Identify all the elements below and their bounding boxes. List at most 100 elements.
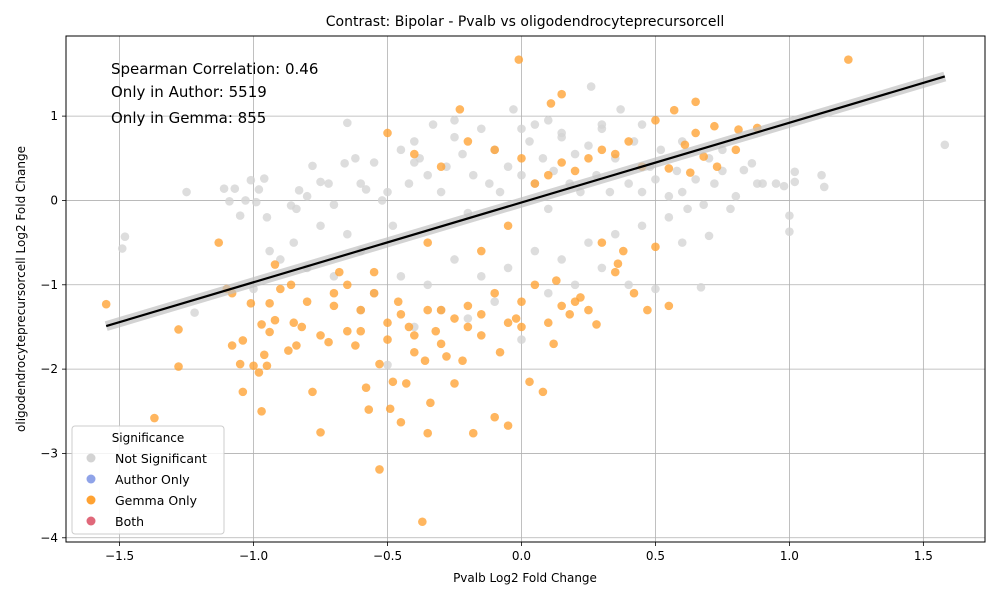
point-gemma-only: [691, 128, 700, 138]
point-not-significant: [308, 161, 317, 171]
x-tick-label: −1.5: [105, 549, 134, 563]
point-gemma-only: [418, 517, 427, 527]
point-not-significant: [490, 297, 499, 306]
point-gemma-only: [592, 320, 601, 329]
point-not-significant: [779, 181, 789, 191]
regression-layer: [104, 71, 947, 331]
point-not-significant: [356, 179, 366, 188]
point-not-significant: [396, 272, 406, 281]
point-gemma-only: [597, 145, 607, 155]
point-gemma-only: [734, 125, 743, 134]
point-not-significant: [361, 185, 371, 194]
point-gemma-only: [420, 356, 430, 365]
point-gemma-only: [410, 149, 419, 159]
point-gemma-only: [388, 377, 398, 387]
point-not-significant: [316, 221, 325, 231]
point-not-significant: [651, 175, 660, 184]
x-tick-label: −0.5: [373, 549, 402, 563]
point-gemma-only: [557, 158, 566, 167]
point-not-significant: [683, 204, 692, 214]
point-gemma-only: [669, 105, 679, 115]
point-not-significant: [525, 137, 534, 146]
point-not-significant: [771, 179, 781, 188]
point-gemma-only: [495, 347, 505, 357]
plot-frame: [65, 35, 986, 543]
y-tick-label: −3: [40, 446, 58, 460]
chart-title: Contrast: Bipolar - Pvalb vs oligodendro…: [326, 14, 725, 30]
point-not-significant: [584, 238, 593, 247]
point-gemma-only: [396, 417, 406, 427]
point-not-significant: [377, 196, 387, 205]
legend-marker-both: [86, 516, 96, 526]
point-gemma-only: [257, 320, 266, 329]
point-gemma-only: [436, 339, 446, 349]
point-gemma-only: [356, 305, 366, 315]
point-gemma-only: [710, 121, 719, 131]
point-not-significant: [423, 280, 433, 290]
point-gemma-only: [610, 149, 620, 159]
point-gemma-only: [685, 168, 695, 177]
point-gemma-only: [410, 331, 419, 340]
point-gemma-only: [259, 350, 269, 360]
point-not-significant: [276, 255, 285, 264]
point-gemma-only: [514, 55, 524, 64]
point-not-significant: [316, 177, 325, 187]
point-not-significant: [570, 280, 580, 290]
point-gemma-only: [463, 301, 473, 311]
point-not-significant: [476, 124, 486, 134]
point-gemma-only: [324, 337, 333, 347]
point-gemma-only: [238, 387, 248, 397]
point-not-significant: [710, 179, 719, 188]
point-not-significant: [450, 132, 459, 142]
point-not-significant: [225, 196, 234, 206]
point-not-significant: [410, 137, 419, 146]
legend-label-not-significant: Not Significant: [115, 451, 207, 466]
point-gemma-only: [664, 301, 674, 311]
point-gemma-only: [308, 387, 317, 397]
point-gemma-only: [610, 267, 620, 277]
axis-ticks: −1.5 −1.0 −0.5 0.0 0.5 1.0 1.5 −4 −3 −2 −1 0 1: [40, 109, 933, 563]
point-gemma-only: [613, 259, 623, 269]
point-not-significant: [235, 211, 245, 220]
point-not-significant: [637, 187, 647, 197]
point-gemma-only: [297, 322, 307, 332]
point-gemma-only: [476, 331, 486, 340]
point-gemma-only: [393, 297, 403, 306]
point-gemma-only: [286, 280, 296, 290]
point-gemma-only: [455, 105, 465, 114]
point-gemma-only: [329, 301, 339, 311]
point-not-significant: [219, 184, 229, 193]
point-gemma-only: [552, 276, 561, 285]
point-not-significant: [246, 175, 256, 185]
point-gemma-only: [680, 140, 690, 150]
point-gemma-only: [503, 318, 513, 328]
point-gemma-only: [369, 267, 379, 277]
point-not-significant: [785, 227, 794, 236]
point-gemma-only: [450, 314, 459, 323]
point-gemma-only: [316, 331, 325, 340]
point-gemma-only: [270, 315, 280, 325]
point-not-significant: [704, 231, 714, 241]
point-gemma-only: [490, 412, 499, 422]
point-gemma-only: [383, 335, 392, 344]
point-gemma-only: [426, 398, 435, 408]
point-gemma-only: [624, 137, 633, 146]
point-gemma-only: [503, 221, 513, 231]
point-gemma-only: [101, 299, 111, 309]
point-not-significant: [530, 120, 540, 129]
point-not-significant: [383, 360, 392, 370]
point-gemma-only: [302, 297, 312, 306]
point-not-significant: [747, 159, 757, 168]
point-not-significant: [262, 213, 272, 222]
point-gemma-only: [618, 246, 628, 256]
point-gemma-only: [458, 356, 467, 365]
point-gemma-only: [289, 318, 299, 328]
point-gemma-only: [174, 325, 183, 334]
point-gemma-only: [375, 465, 384, 474]
point-gemma-only: [543, 170, 553, 180]
point-gemma-only: [262, 361, 272, 371]
point-gemma-only: [375, 359, 384, 369]
point-gemma-only: [442, 352, 451, 361]
point-not-significant: [517, 124, 526, 134]
point-not-significant: [543, 116, 553, 125]
